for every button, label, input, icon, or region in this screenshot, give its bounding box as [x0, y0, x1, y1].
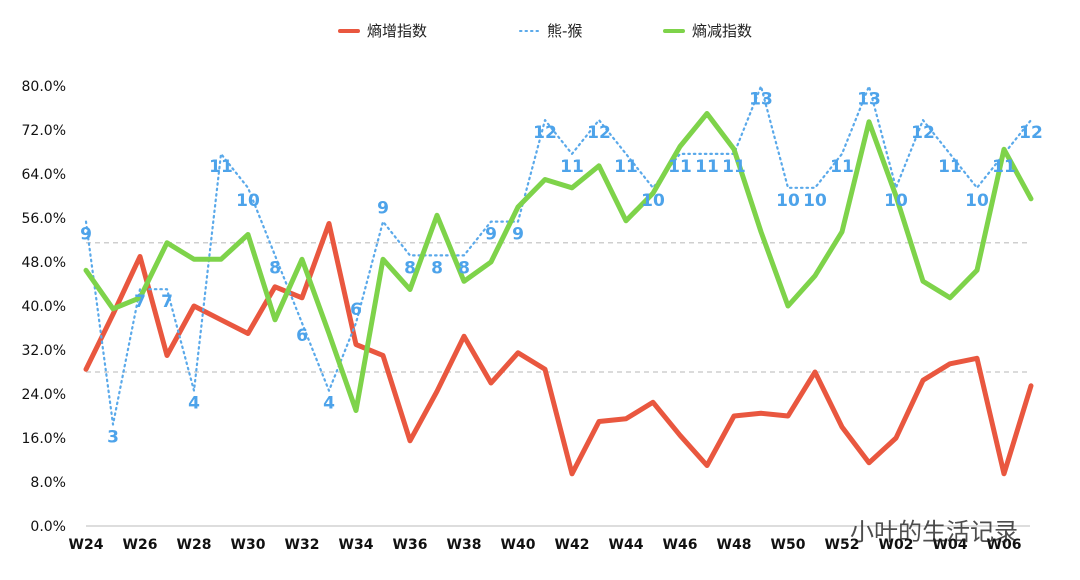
data-label: 11 [209, 157, 233, 177]
data-label: 8 [458, 258, 470, 278]
watermark: 小叶的生活记录 [850, 518, 1018, 546]
y-tick-label: 24.0% [22, 387, 66, 403]
data-label: 11 [695, 157, 719, 177]
data-label: 6 [296, 326, 308, 346]
x-tick-label: W02 [879, 537, 914, 553]
data-label: 12 [533, 123, 557, 143]
x-tick-label: W34 [339, 537, 374, 553]
watermark-text: 小叶的生活记录 [850, 518, 1018, 546]
y-tick-label: 72.0% [22, 123, 66, 139]
x-tick-label: W50 [771, 537, 806, 553]
series-line-2 [83, 111, 1034, 413]
data-label: 8 [431, 258, 443, 278]
data-label: 10 [884, 191, 908, 211]
data-label: 11 [992, 157, 1016, 177]
y-tick-label: 64.0% [22, 167, 66, 183]
x-tick-label: W48 [717, 537, 752, 553]
y-tick-label: 8.0% [30, 475, 66, 491]
data-label: 7 [134, 292, 146, 312]
data-label: 6 [350, 300, 362, 320]
legend-entry-1: 熊-猴 [547, 22, 582, 40]
data-label: 4 [188, 394, 200, 414]
data-label: 10 [803, 191, 827, 211]
data-label: 13 [749, 89, 773, 109]
x-axis: W24 W26 W28 W30 W32 W34 W36 W38 W40 W42 W44 W46 W48 W… [69, 537, 1022, 553]
x-tick-label: W46 [663, 537, 698, 553]
data-label: 12 [911, 123, 935, 143]
x-tick-label: W52 [825, 537, 860, 553]
y-tick-label: 56.0% [22, 211, 66, 227]
data-label: 9 [485, 225, 497, 245]
data-label: 9 [512, 225, 524, 245]
y-tick-label: 80.0% [22, 79, 66, 95]
data-label: 11 [614, 157, 638, 177]
data-label: 10 [776, 191, 800, 211]
data-label: 13 [857, 89, 881, 109]
x-tick-label: W32 [285, 537, 320, 553]
data-label: 11 [668, 157, 692, 177]
data-label: 11 [938, 157, 962, 177]
x-tick-label: W40 [501, 537, 536, 553]
legend-entry-0: 熵增指数 [367, 22, 427, 40]
data-label: 11 [560, 157, 584, 177]
y-tick-label: 48.0% [22, 255, 66, 271]
x-tick-label: W28 [177, 537, 212, 553]
y-tick-label: 40.0% [22, 299, 66, 315]
data-label: 11 [722, 157, 746, 177]
x-tick-label: W42 [555, 537, 590, 553]
data-label: 10 [965, 191, 989, 211]
data-label: 8 [404, 258, 416, 278]
legend: 熵增指数 熊-猴 熵减指数 [338, 22, 752, 40]
data-label: 9 [377, 199, 389, 219]
y-tick-label: 32.0% [22, 343, 66, 359]
reference-lines [86, 242, 1030, 373]
y-tick-label: 0.0% [30, 519, 66, 535]
data-label: 7 [161, 292, 173, 312]
y-tick-label: 16.0% [22, 431, 66, 447]
series-line-0 [83, 221, 1034, 477]
x-tick-label: W26 [123, 537, 158, 553]
x-tick-label: W24 [69, 537, 104, 553]
x-tick-label: W36 [393, 537, 428, 553]
data-label: 8 [269, 258, 281, 278]
x-tick-label: W38 [447, 537, 482, 553]
data-label: 3 [107, 428, 119, 448]
series-lines [83, 85, 1034, 477]
data-label: 12 [587, 123, 611, 143]
data-label: 10 [236, 191, 260, 211]
data-label: 9 [80, 225, 92, 245]
data-label: 4 [323, 394, 335, 414]
x-tick-label: W04 [933, 537, 968, 553]
data-label: 11 [830, 157, 854, 177]
data-label: 10 [641, 191, 665, 211]
y-axis: 0.0%8.0%16.0%24.0%32.0%40.0%48.0%56.0%64… [22, 79, 1030, 535]
x-tick-label: W30 [231, 537, 266, 553]
data-label: 12 [1019, 123, 1043, 143]
x-tick-label: W44 [609, 537, 644, 553]
legend-entry-2: 熵减指数 [692, 22, 752, 40]
x-tick-label: W06 [987, 537, 1022, 553]
series-line-1 [84, 85, 1033, 426]
